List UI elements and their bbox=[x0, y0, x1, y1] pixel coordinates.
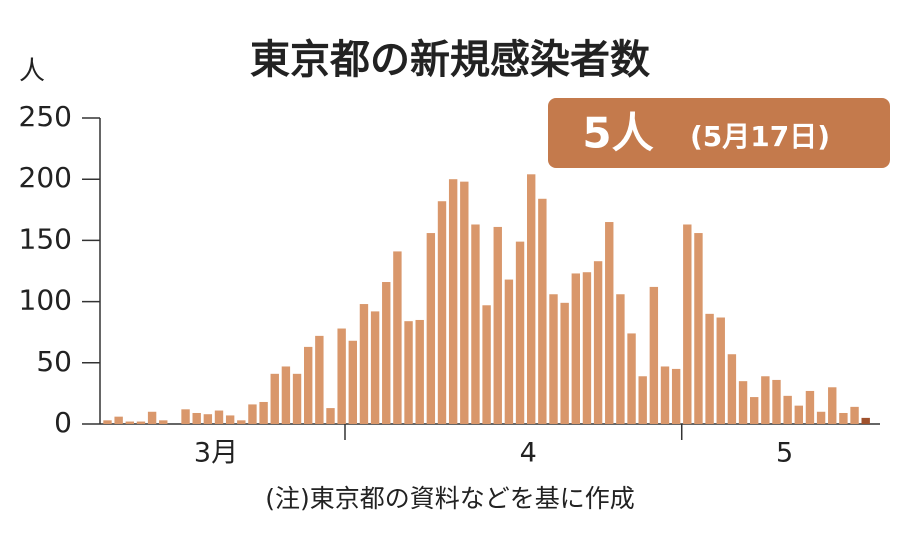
bar bbox=[527, 174, 536, 424]
bar bbox=[404, 321, 413, 424]
bar bbox=[560, 302, 569, 424]
bar bbox=[270, 373, 279, 424]
bar bbox=[593, 261, 603, 424]
bar bbox=[248, 404, 257, 424]
bar bbox=[549, 294, 558, 424]
bar bbox=[415, 319, 424, 424]
bar bbox=[772, 379, 781, 424]
bar bbox=[460, 181, 469, 424]
y-tick-label: 200 bbox=[19, 161, 72, 194]
bar bbox=[750, 397, 759, 424]
bar bbox=[159, 420, 168, 424]
bar bbox=[828, 387, 837, 424]
bar bbox=[605, 222, 614, 424]
bar bbox=[482, 305, 491, 424]
bar bbox=[627, 333, 636, 424]
bar bbox=[181, 409, 190, 424]
bar bbox=[705, 313, 714, 424]
bar bbox=[393, 251, 402, 424]
bar bbox=[504, 279, 514, 424]
bar bbox=[348, 340, 357, 424]
bar bbox=[448, 179, 458, 424]
bar bbox=[582, 272, 592, 424]
bar bbox=[660, 366, 670, 424]
annotation-value: 5人 bbox=[582, 109, 653, 158]
bar bbox=[125, 421, 134, 424]
bar bbox=[192, 412, 201, 424]
annotation-date: (5月17日) bbox=[690, 120, 830, 153]
chart-title: 東京都の新規感染者数 bbox=[250, 37, 650, 83]
y-tick-label: 0 bbox=[54, 406, 72, 439]
bar bbox=[493, 226, 502, 424]
bar bbox=[738, 381, 748, 424]
bar bbox=[337, 328, 346, 424]
bar bbox=[281, 366, 291, 424]
bar bbox=[471, 224, 480, 424]
bar bbox=[103, 420, 112, 424]
bar bbox=[761, 376, 770, 424]
bar bbox=[638, 376, 647, 424]
bar bbox=[426, 233, 436, 424]
x-tick-label: 4 bbox=[520, 438, 537, 469]
bar bbox=[304, 346, 313, 424]
note: (注)東京都の資料などを基に作成 bbox=[265, 484, 635, 513]
bar bbox=[259, 401, 268, 424]
bar bbox=[225, 415, 235, 424]
y-tick-label: 100 bbox=[19, 284, 72, 317]
x-tick-label: 3月 bbox=[194, 438, 238, 469]
bar bbox=[816, 411, 826, 424]
bar bbox=[515, 241, 525, 424]
bar bbox=[370, 311, 380, 424]
y-tick-label: 150 bbox=[19, 222, 72, 255]
bar bbox=[237, 420, 246, 424]
bar bbox=[683, 224, 692, 424]
bar bbox=[805, 390, 815, 424]
x-tick-label: 5 bbox=[776, 438, 793, 469]
bar bbox=[694, 233, 703, 424]
bar bbox=[382, 282, 391, 424]
bar bbox=[671, 368, 681, 424]
bar bbox=[727, 354, 737, 424]
y-tick-label: 50 bbox=[36, 345, 72, 378]
bar bbox=[214, 410, 224, 424]
bar bbox=[571, 273, 580, 424]
bar bbox=[616, 294, 625, 424]
bar bbox=[850, 406, 859, 424]
bar bbox=[783, 395, 792, 424]
bar bbox=[359, 304, 369, 424]
bar bbox=[794, 405, 803, 424]
bar bbox=[114, 416, 123, 424]
y-unit: 人 bbox=[19, 57, 45, 87]
bar bbox=[326, 408, 335, 424]
bar bbox=[437, 201, 447, 424]
bar bbox=[203, 414, 213, 424]
bar bbox=[861, 417, 870, 424]
bar bbox=[136, 421, 146, 424]
bar bbox=[839, 412, 848, 424]
bar bbox=[147, 411, 157, 424]
bar bbox=[716, 317, 725, 424]
bar bbox=[538, 198, 547, 424]
y-tick-label: 250 bbox=[19, 100, 72, 133]
bar bbox=[315, 335, 324, 424]
bar bbox=[292, 373, 302, 424]
bar bbox=[649, 286, 659, 424]
annotation-box bbox=[548, 98, 890, 168]
